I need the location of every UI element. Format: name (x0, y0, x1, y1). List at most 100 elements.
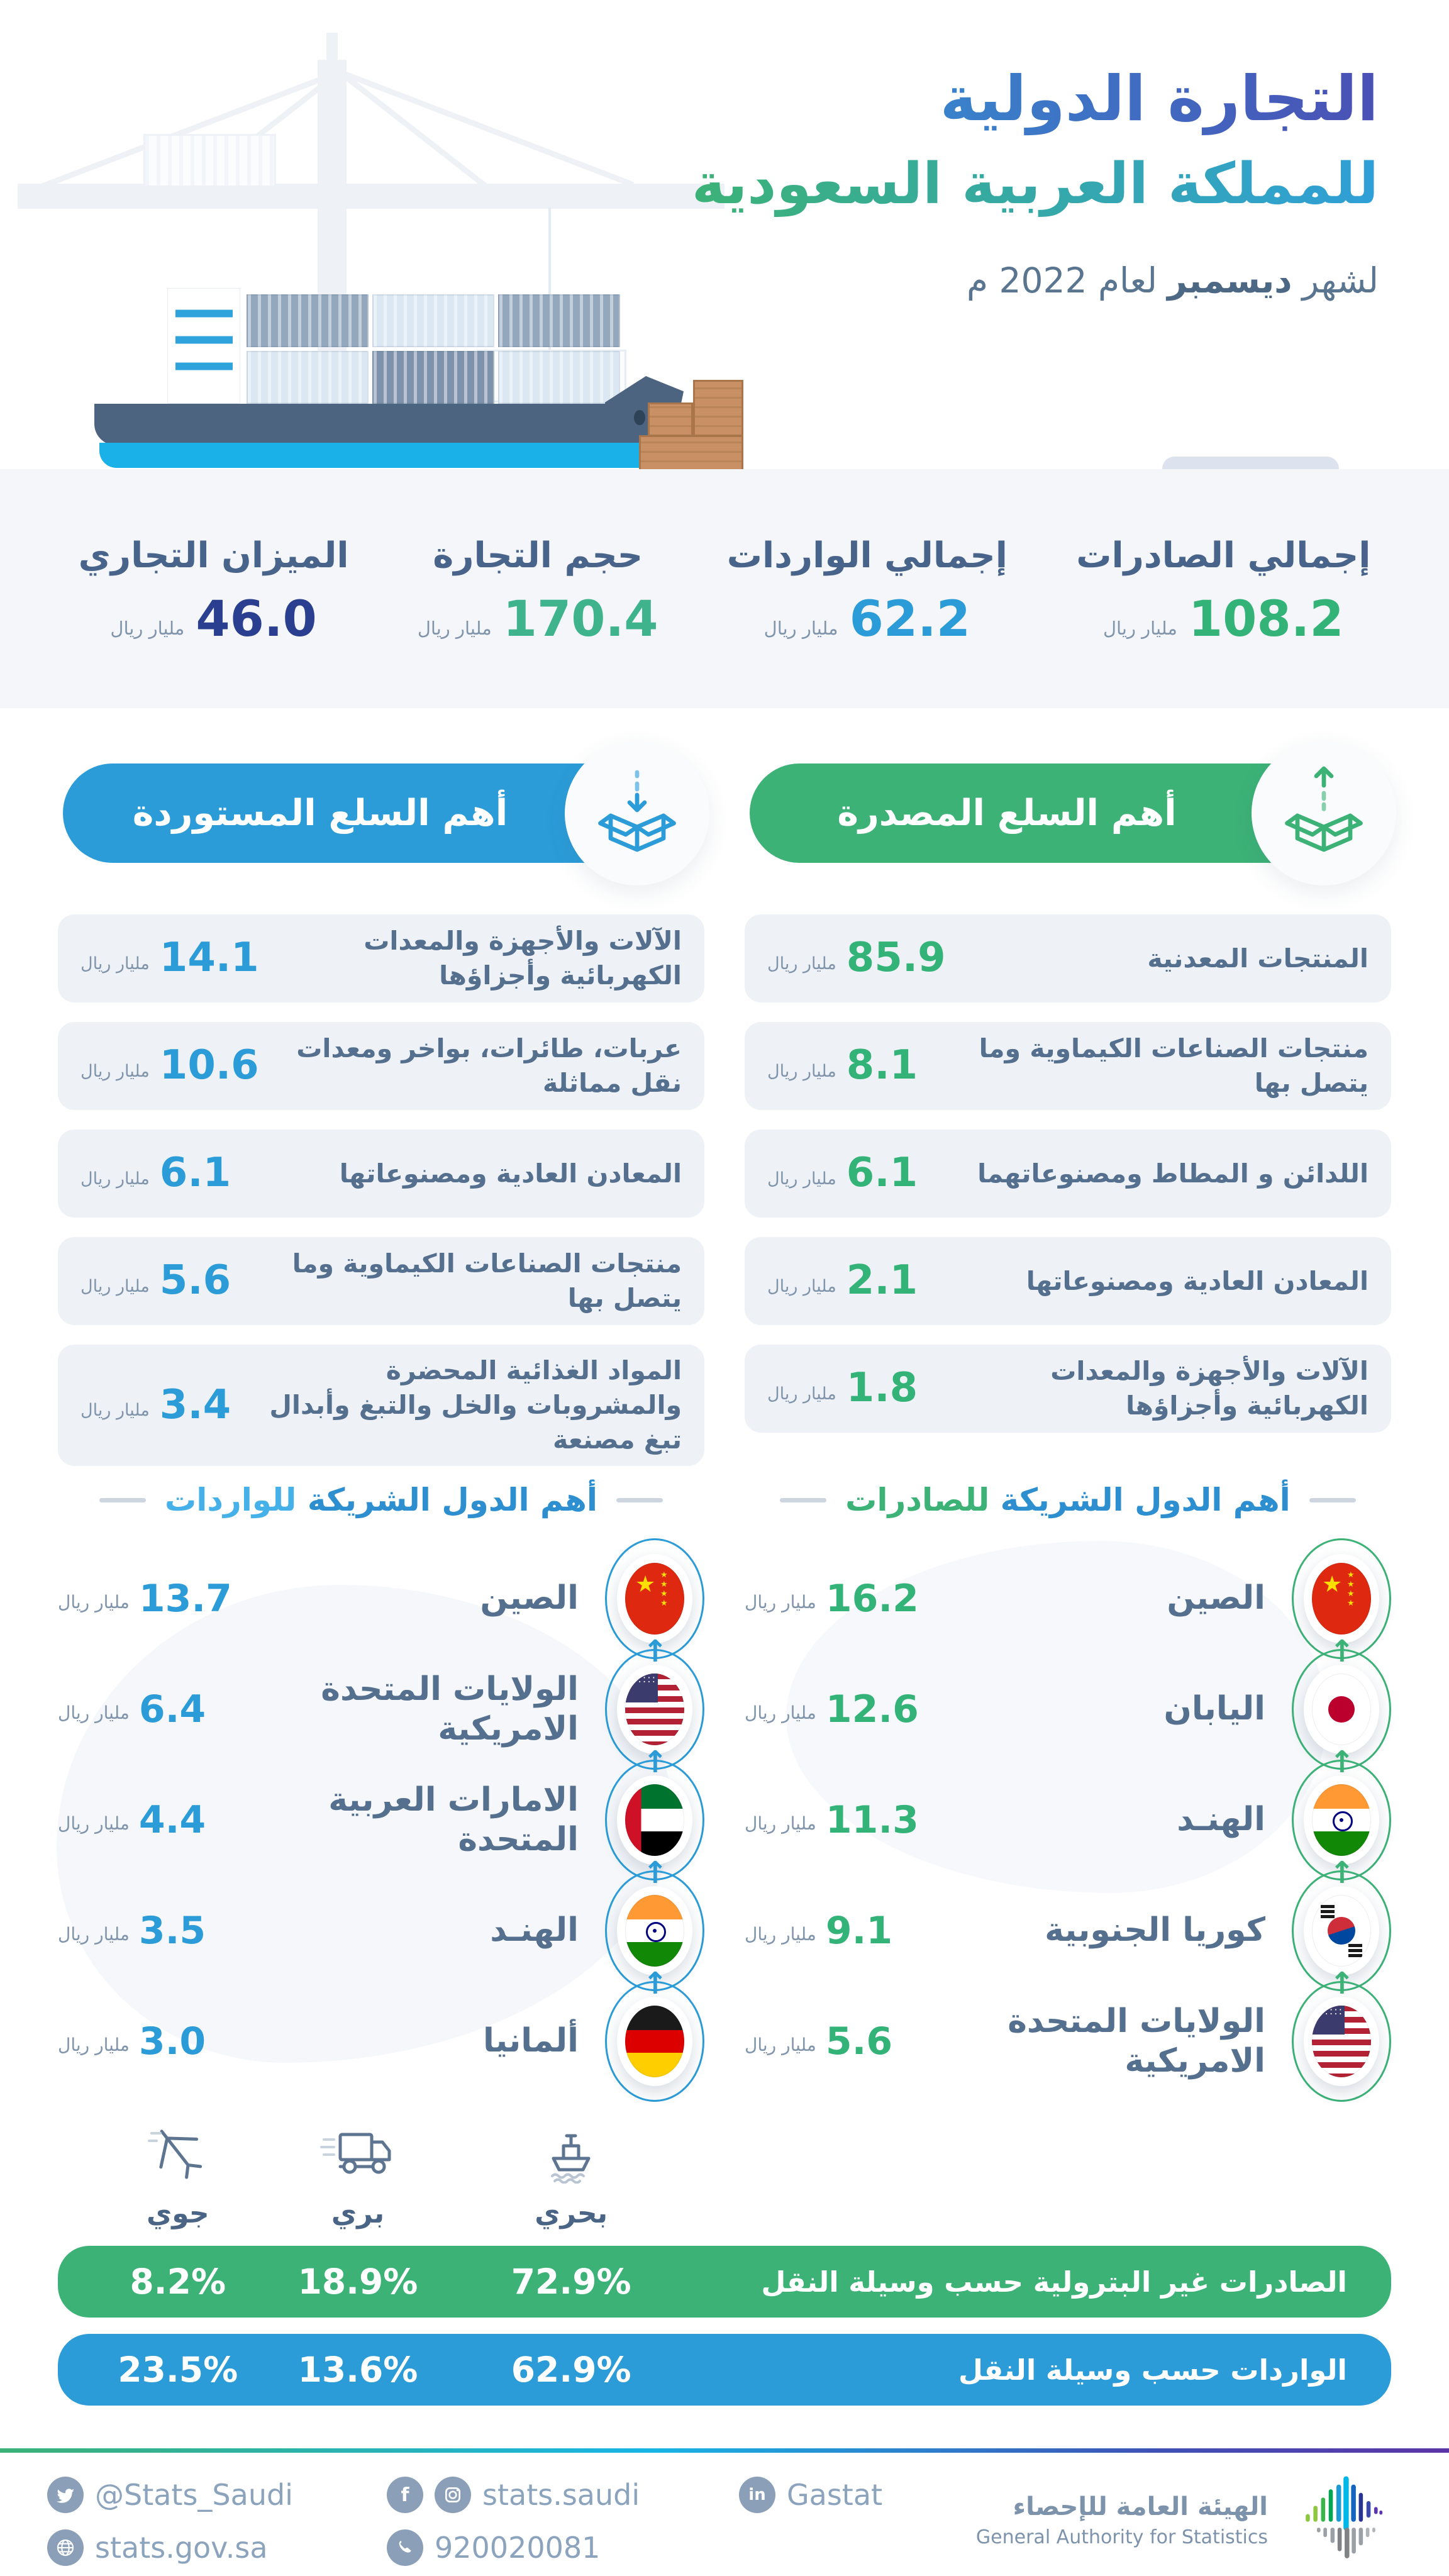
org-name-arabic: الهيئة العامة للإحصاء (1013, 2492, 1268, 2521)
footer-gradient-divider (0, 2448, 1449, 2453)
exported-goods-column: أهم السلع المصدرة المنتجات المعدنية 85.9… (745, 741, 1396, 1485)
port-illustration (0, 0, 743, 472)
partner-countries-section: أهم الدول الشريكة للصادرات الصين 16.2ملي… (0, 1482, 1449, 2102)
title-line1: التجارة الدولية (692, 55, 1379, 144)
exported-good-row: المعادن العادية ومصنوعاتها 2.1 مليار ريال (745, 1237, 1391, 1325)
stat-total-imports: إجمالي الواردات 62.2 مليار ريال (726, 535, 1008, 648)
imported-good-row: عربات، طائرات، بواخر ومعدات نقل مماثلة 1… (58, 1022, 704, 1110)
transport-mode-sea: بحري (458, 2121, 684, 2229)
plane-icon (147, 2121, 209, 2186)
ship-superstructure (167, 288, 240, 404)
linkedin-handle[interactable]: in Gastat (739, 2477, 882, 2513)
imported-goods-title: أهم السلع المستوردة (63, 763, 640, 863)
ship-icon (540, 2121, 602, 2186)
stat-value: 62.2 (849, 591, 971, 648)
import-box-icon (590, 765, 684, 862)
imported-goods-banner: أهم السلع المستوردة (58, 741, 709, 886)
phone-icon[interactable] (387, 2529, 423, 2566)
footer: @Stats_Saudi f stats.saudi in Gastat (0, 2453, 1449, 2576)
imports-sea-share: 62.9% (511, 2350, 631, 2390)
imported-good-row: الآلات والأجهزة والمعدات الكهربائية وأجز… (58, 914, 704, 1002)
gastat-logo-mark (1285, 2472, 1405, 2568)
export-partners-column: أهم الدول الشريكة للصادرات الصين 16.2ملي… (745, 1482, 1391, 2102)
import-partners-column: أهم الدول الشريكة للواردات الصين 13.7ملي… (58, 1482, 704, 2102)
twitter-icon[interactable] (47, 2477, 84, 2513)
globe-icon[interactable] (47, 2529, 84, 2566)
subtitle-month: ديسمبر (1167, 260, 1292, 301)
ship-hull (94, 404, 623, 445)
imports-transport-bar: 23.5% 13.6% 62.9% الواردات حسب وسيلة الن… (58, 2334, 1391, 2406)
transport-section: جوي بري بحري 8.2% 18.9% 72.9% الصادرات غ… (0, 2121, 1449, 2406)
wooden-crates (693, 380, 743, 436)
exports-transport-bar: 8.2% 18.9% 72.9% الصادرات غير البترولية … (58, 2246, 1391, 2318)
exported-good-row: منتجات الصناعات الكيماوية وما يتصل بها 8… (745, 1022, 1391, 1110)
org-name-english: General Authority for Statistics (975, 2526, 1268, 2548)
transport-icons-row: جوي بري بحري (58, 2121, 1391, 2229)
exported-good-row: الآلات والأجهزة والمعدات الكهربائية وأجز… (745, 1345, 1391, 1433)
website-link[interactable]: stats.gov.sa (47, 2529, 387, 2566)
flag-usa (625, 1674, 684, 1745)
imports-transport-label: الواردات حسب وسيلة النقل (958, 2353, 1347, 2387)
imports-land-share: 13.6% (297, 2350, 418, 2390)
stat-trade-balance: الميزان التجاري 46.0 مليار ريال (78, 535, 349, 648)
flag-china (625, 1563, 684, 1635)
exported-goods-title: أهم السلع المصدرة (750, 763, 1327, 863)
gastat-logo: الهيئة العامة للإحصاء General Authority … (976, 2472, 1405, 2568)
imported-good-row: المواد الغذائية المحضرة والمشروبات والخل… (58, 1345, 704, 1466)
flag-uae (625, 1784, 684, 1856)
phone-number[interactable]: 920020081 (387, 2529, 739, 2566)
exported-good-row: اللدائن و المطاط ومصنوعاتهما 6.1 مليار ري… (745, 1130, 1391, 1218)
truck-icon (319, 2121, 396, 2186)
flag-india (625, 1895, 684, 1967)
top-goods-section: أهم السلع المصدرة المنتجات المعدنية 85.9… (0, 741, 1449, 1485)
summary-stats-band: إجمالي الصادرات 108.2 مليار ريال إجمالي ا… (0, 469, 1449, 708)
imported-goods-column: أهم السلع المستوردة الآلات والأجهزة والم… (58, 741, 709, 1485)
instagram-icon[interactable] (435, 2477, 471, 2513)
imports-air-share: 23.5% (118, 2350, 238, 2390)
exports-transport-label: الصادرات غير البترولية حسب وسيلة النقل (761, 2265, 1347, 2299)
ship-containers (247, 294, 620, 404)
stat-trade-volume: حجم التجارة 170.4 مليار ريال (417, 535, 658, 648)
facebook-instagram-handle[interactable]: f stats.saudi (387, 2477, 739, 2513)
page-title: التجارة الدولية للمملكة العربية السعودية… (692, 55, 1379, 301)
flag-usa (1312, 2006, 1371, 2077)
exported-good-row: المنتجات المعدنية 85.9 مليار ريال (745, 914, 1391, 1002)
exports-sea-share: 72.9% (511, 2262, 631, 2302)
footer-contacts: @Stats_Saudi f stats.saudi in Gastat (47, 2477, 882, 2576)
stat-value: 46.0 (196, 591, 317, 648)
stat-value: 170.4 (502, 591, 658, 648)
flag-india (1312, 1784, 1371, 1856)
facebook-icon[interactable]: f (387, 2477, 423, 2513)
stat-total-exports: إجمالي الصادرات 108.2 مليار ريال (1076, 535, 1371, 648)
twitter-handle[interactable]: @Stats_Saudi (47, 2477, 387, 2513)
transport-mode-land: بري (258, 2121, 458, 2229)
imported-good-row: المعادن العادية ومصنوعاتها 6.1 مليار ريال (58, 1130, 704, 1218)
flag-china (1312, 1563, 1371, 1635)
exported-goods-banner: أهم السلع المصدرة (745, 741, 1396, 886)
transport-mode-air: جوي (98, 2121, 258, 2229)
flag-germany (625, 2006, 684, 2077)
exports-land-share: 18.9% (297, 2262, 418, 2302)
subtitle: لشهر ديسمبر لعام 2022 م (966, 260, 1379, 301)
title-line2: للمملكة العربية السعودية (692, 144, 1379, 225)
import-partners-header: أهم الدول الشريكة للواردات (58, 1482, 704, 1518)
flag-south-korea (1312, 1895, 1371, 1967)
flag-japan (1312, 1674, 1371, 1745)
linkedin-icon[interactable]: in (739, 2477, 775, 2513)
imported-good-row: منتجات الصناعات الكيماوية وما يتصل بها 5… (58, 1237, 704, 1325)
export-box-icon (1277, 765, 1371, 862)
stat-value: 108.2 (1188, 591, 1344, 648)
export-partners-header: أهم الدول الشريكة للصادرات (745, 1482, 1391, 1518)
exports-air-share: 8.2% (130, 2262, 226, 2302)
